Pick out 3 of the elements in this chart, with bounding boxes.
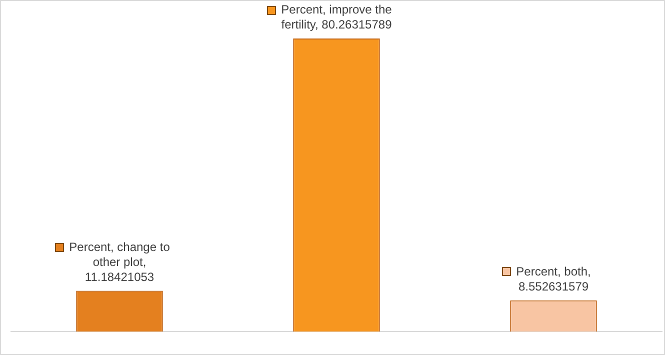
data-label: Percent, change to other plot, 11.18421053 [69, 240, 170, 284]
data-label: Percent, improve the fertility, 80.26315789 [281, 2, 392, 32]
data-label: Percent, both, 8.552631579 [516, 264, 591, 294]
